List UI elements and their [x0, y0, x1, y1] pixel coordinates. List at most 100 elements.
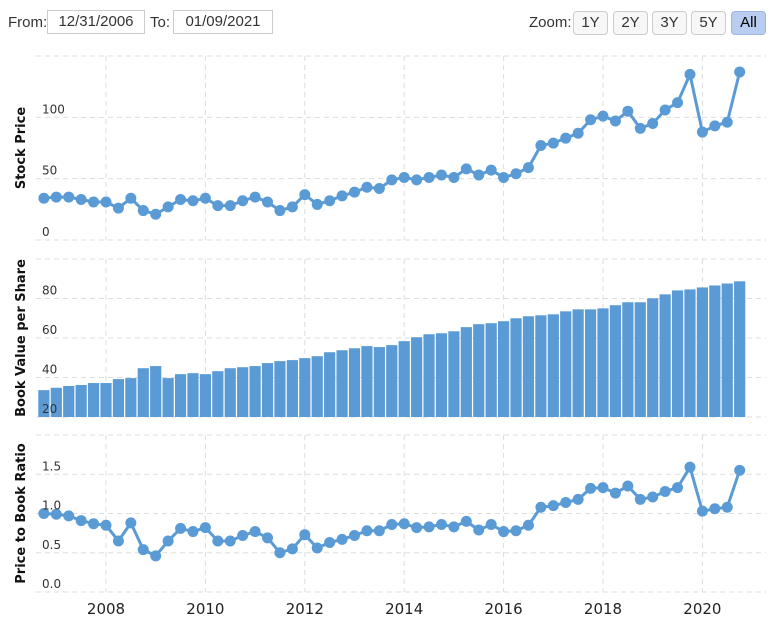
bar: [237, 367, 249, 417]
bar: [87, 383, 100, 417]
x-tick-label: 2010: [186, 600, 224, 618]
data-point: [498, 526, 510, 538]
bar: [199, 374, 211, 417]
data-point: [423, 171, 435, 183]
bar: [386, 345, 398, 417]
data-point: [349, 186, 360, 198]
data-point: [485, 518, 497, 530]
data-point: [672, 97, 684, 109]
y-axis-title: Book Value per Share: [14, 259, 29, 417]
data-point: [187, 195, 199, 207]
data-point: [411, 174, 423, 186]
y-axis-title: Price to Book Ratio: [14, 443, 29, 584]
bar: [286, 360, 298, 417]
data-point: [647, 117, 659, 129]
data-point: [597, 482, 609, 494]
bar: [460, 327, 472, 417]
bar: [684, 289, 696, 417]
data-point: [473, 169, 485, 181]
data-point: [448, 521, 460, 533]
data-point: [460, 163, 472, 175]
data-point: [398, 171, 410, 183]
data-point: [485, 164, 497, 176]
to-date-input[interactable]: 01/09/2021: [173, 10, 273, 34]
bar: [734, 281, 746, 417]
x-tick-label: 2012: [286, 600, 324, 618]
data-point: [125, 192, 137, 204]
bar: [510, 318, 522, 417]
data-point: [324, 195, 336, 207]
y-axis-title: Stock Price: [14, 107, 29, 189]
y-tick-label: 0.5: [42, 538, 61, 552]
data-point: [299, 189, 311, 201]
zoom-5y-button[interactable]: 5Y: [691, 11, 726, 35]
y-tick-label: 0: [42, 225, 50, 239]
bar: [187, 373, 199, 417]
data-point: [75, 515, 87, 527]
data-point: [423, 521, 435, 533]
bar: [709, 285, 721, 417]
y-tick-label: 80: [42, 284, 57, 298]
zoom-2y-button[interactable]: 2Y: [613, 11, 648, 35]
bar: [435, 333, 448, 417]
data-point: [175, 194, 187, 206]
data-point: [336, 190, 348, 202]
zoom-1y-button[interactable]: 1Y: [573, 11, 608, 35]
panel-0: 0 50 100 Stock Price: [14, 55, 766, 241]
bar: [659, 294, 671, 417]
bar: [63, 385, 75, 417]
bar: [721, 283, 733, 417]
data-point: [547, 500, 559, 512]
data-point: [361, 181, 373, 193]
data-point: [560, 497, 572, 509]
zoom-all-button[interactable]: All: [731, 11, 766, 35]
data-point: [38, 192, 50, 204]
bar: [547, 314, 559, 417]
data-point: [721, 116, 733, 128]
bar: [361, 346, 373, 417]
data-point: [249, 526, 261, 538]
bar: [423, 334, 435, 417]
data-point: [560, 132, 572, 144]
data-point: [162, 201, 174, 213]
data-point: [137, 544, 149, 556]
data-point: [63, 191, 75, 203]
data-point: [622, 480, 634, 492]
bar: [696, 287, 708, 417]
zoom-3y-button[interactable]: 3Y: [652, 11, 687, 35]
bar: [249, 366, 261, 417]
data-point: [262, 196, 274, 208]
y-tick-label: 1.5: [42, 459, 61, 473]
data-point: [150, 208, 162, 220]
bar: [38, 390, 50, 417]
x-tick-label: 2008: [87, 600, 125, 618]
data-point: [572, 493, 584, 505]
bar: [522, 316, 535, 417]
data-point: [349, 529, 360, 541]
data-point: [585, 114, 597, 126]
zoom-label: Zoom:: [529, 14, 572, 31]
data-point: [311, 542, 323, 554]
y-tick-label: 50: [42, 164, 57, 178]
data-point: [398, 518, 410, 530]
bar: [174, 374, 187, 417]
data-point: [522, 162, 534, 174]
from-date-input[interactable]: 12/31/2006: [47, 10, 145, 34]
data-point: [684, 68, 696, 80]
bar: [274, 361, 286, 417]
bar: [100, 383, 112, 417]
bar: [647, 298, 659, 417]
data-point: [498, 171, 510, 183]
x-tick-label: 2016: [485, 600, 523, 618]
bar: [535, 315, 547, 417]
data-point: [63, 510, 75, 522]
bar: [150, 366, 162, 417]
data-point: [684, 461, 696, 473]
data-point: [659, 104, 671, 116]
data-point: [411, 522, 423, 534]
data-point: [510, 168, 522, 180]
bar: [261, 363, 274, 417]
bar: [597, 308, 609, 417]
bar: [473, 324, 485, 417]
